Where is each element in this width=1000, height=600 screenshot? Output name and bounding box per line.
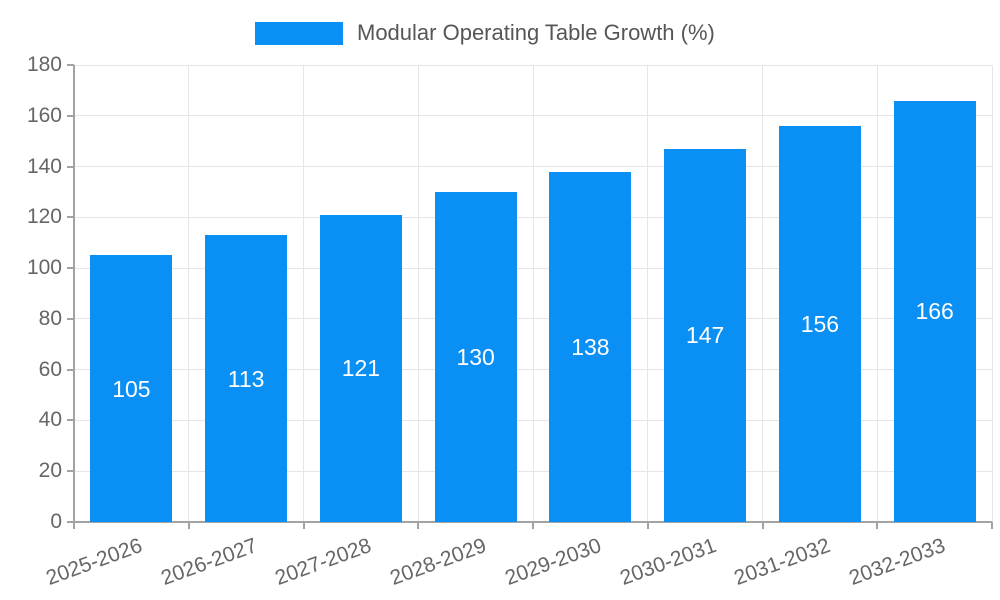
bar-value-label: 166 (915, 298, 954, 325)
x-axis-tick-label: 2028-2029 (387, 534, 490, 590)
y-axis-tick-label: 180 (26, 53, 62, 76)
x-gridline (303, 65, 304, 522)
y-axis-tick-label: 20 (38, 459, 62, 483)
x-gridline (417, 65, 419, 522)
bar: 147 (664, 148, 747, 522)
bar-value-label: 156 (800, 310, 840, 337)
bar-value-label: 121 (341, 355, 381, 382)
chart-legend: Modular Operating Table Growth (%) (255, 20, 715, 46)
legend-label: Modular Operating Table Growth (%) (357, 20, 715, 45)
x-axis-tick (417, 522, 420, 529)
y-axis-tick-label: 60 (38, 357, 62, 381)
y-axis-tick (67, 64, 74, 66)
x-axis-tick (991, 522, 993, 529)
y-axis-tick-label: 160 (26, 103, 62, 127)
y-axis-tick (67, 419, 74, 422)
bar: 166 (893, 100, 976, 522)
bar-value-label: 105 (112, 375, 151, 402)
y-axis-tick-label: 120 (26, 205, 62, 229)
bar: 113 (205, 235, 288, 522)
x-axis-tick (302, 522, 305, 529)
y-axis-tick (67, 317, 74, 320)
x-axis-line (67, 521, 992, 523)
x-gridline (188, 65, 190, 522)
x-gridline (991, 65, 993, 522)
y-axis-tick (67, 114, 74, 117)
x-axis-tick-label: 2030-2031 (616, 534, 719, 590)
bar: 130 (434, 191, 517, 522)
x-axis-tick (876, 522, 879, 529)
x-gridline (762, 65, 763, 522)
x-axis-tick-label: 2029-2030 (501, 534, 605, 590)
y-axis-tick (67, 368, 74, 371)
y-axis-tick (67, 267, 74, 270)
x-axis-tick (187, 522, 190, 529)
y-axis-line (73, 65, 75, 529)
x-axis-tick-label: 2031-2032 (731, 534, 834, 590)
y-axis-tick-label: 0 (50, 510, 62, 533)
x-axis-tick (532, 522, 534, 529)
y-axis-tick-label: 80 (38, 306, 62, 330)
y-axis-tick (67, 470, 74, 473)
y-axis-tick (67, 165, 74, 168)
y-axis-tick-label: 100 (26, 256, 62, 280)
y-axis-tick (67, 216, 74, 219)
bar: 105 (90, 255, 173, 522)
x-gridline (647, 65, 649, 522)
bar-value-label: 130 (456, 343, 495, 370)
x-gridline (876, 65, 878, 522)
x-axis-tick (761, 522, 764, 529)
x-axis-tick (646, 522, 649, 529)
x-axis-tick-label: 2032-2033 (846, 534, 949, 590)
y-axis-tick-label: 40 (38, 408, 62, 432)
bar-value-label: 138 (571, 333, 610, 360)
bar: 121 (319, 214, 402, 522)
x-gridline (532, 65, 534, 522)
bar: 138 (549, 171, 632, 522)
x-axis-tick-label: 2025-2026 (42, 534, 146, 590)
x-axis-tick-label: 2026-2027 (157, 534, 260, 590)
bar-value-label: 147 (685, 322, 725, 349)
x-axis-tick-label: 2027-2028 (272, 534, 375, 590)
bar: 156 (778, 125, 861, 522)
legend-swatch (255, 21, 343, 45)
bar-value-label: 113 (227, 365, 265, 392)
y-axis-tick-label: 140 (26, 154, 62, 178)
